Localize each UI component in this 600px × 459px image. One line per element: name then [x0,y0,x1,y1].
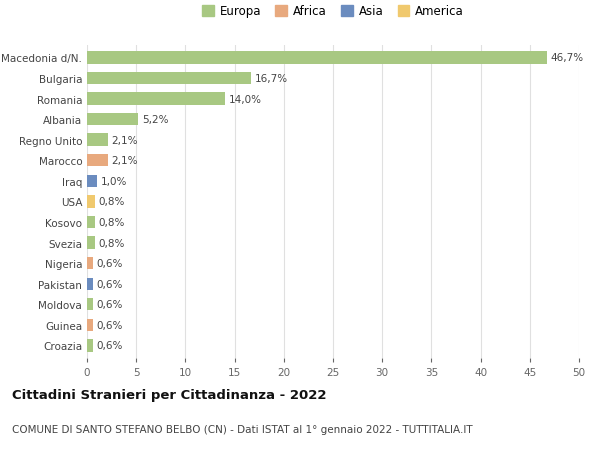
Bar [87,278,93,290]
Text: 16,7%: 16,7% [255,74,289,84]
Bar [87,93,225,106]
Bar [87,216,95,229]
Bar [87,196,95,208]
Text: 0,8%: 0,8% [99,197,125,207]
Text: 0,6%: 0,6% [97,258,123,269]
Bar [87,155,107,167]
Bar [87,175,97,188]
Text: 1,0%: 1,0% [101,176,127,186]
Bar [87,298,93,311]
Text: 0,6%: 0,6% [97,320,123,330]
Text: 14,0%: 14,0% [229,94,262,104]
Bar [87,319,93,331]
Text: 0,8%: 0,8% [99,238,125,248]
Text: 46,7%: 46,7% [550,53,584,63]
Text: 0,8%: 0,8% [99,218,125,228]
Bar [87,134,107,146]
Bar [87,340,93,352]
Text: 0,6%: 0,6% [97,341,123,351]
Bar [87,73,251,85]
Legend: Europa, Africa, Asia, America: Europa, Africa, Asia, America [199,2,467,22]
Text: 5,2%: 5,2% [142,115,169,125]
Text: Cittadini Stranieri per Cittadinanza - 2022: Cittadini Stranieri per Cittadinanza - 2… [12,388,326,401]
Bar [87,257,93,270]
Text: 0,6%: 0,6% [97,300,123,310]
Text: 2,1%: 2,1% [112,135,138,146]
Text: 2,1%: 2,1% [112,156,138,166]
Text: COMUNE DI SANTO STEFANO BELBO (CN) - Dati ISTAT al 1° gennaio 2022 - TUTTITALIA.: COMUNE DI SANTO STEFANO BELBO (CN) - Dat… [12,425,473,435]
Bar [87,114,138,126]
Text: 0,6%: 0,6% [97,279,123,289]
Bar [87,52,547,64]
Bar [87,237,95,249]
